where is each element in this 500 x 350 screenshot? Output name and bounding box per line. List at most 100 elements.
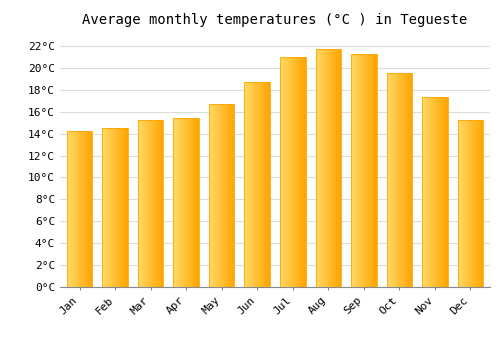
Bar — [474, 120, 475, 287]
Bar — [317, 49, 318, 287]
Bar — [400, 74, 402, 287]
Bar — [406, 74, 407, 287]
Bar — [331, 49, 332, 287]
Bar — [444, 97, 445, 287]
Bar — [246, 82, 247, 287]
Bar — [184, 118, 185, 287]
Bar — [86, 131, 87, 287]
Bar — [460, 120, 461, 287]
Bar — [210, 104, 211, 287]
Bar — [434, 97, 435, 287]
Bar — [289, 57, 290, 287]
Bar — [223, 104, 224, 287]
Bar — [302, 57, 303, 287]
Bar — [290, 57, 291, 287]
Bar — [249, 82, 250, 287]
Bar — [187, 118, 188, 287]
Bar — [336, 49, 338, 287]
Bar — [254, 82, 256, 287]
Bar — [328, 49, 329, 287]
Bar — [291, 57, 292, 287]
Bar — [188, 118, 190, 287]
Bar — [389, 74, 390, 287]
Bar — [435, 97, 436, 287]
Bar — [106, 128, 107, 287]
Bar — [142, 120, 143, 287]
Bar — [404, 74, 405, 287]
Bar — [338, 49, 339, 287]
Bar — [121, 128, 122, 287]
Bar — [82, 131, 84, 287]
Bar — [247, 82, 248, 287]
Bar — [232, 104, 233, 287]
Bar — [212, 104, 214, 287]
Bar — [469, 120, 470, 287]
Bar — [244, 82, 270, 287]
Bar — [392, 74, 393, 287]
Bar — [253, 82, 254, 287]
Bar — [266, 82, 267, 287]
Bar — [480, 120, 482, 287]
Bar — [386, 74, 412, 287]
Bar — [176, 118, 177, 287]
Bar — [326, 49, 327, 287]
Bar — [397, 74, 398, 287]
Bar — [67, 131, 92, 287]
Bar — [461, 120, 462, 287]
Bar — [112, 128, 113, 287]
Bar — [367, 54, 368, 287]
Bar — [139, 120, 140, 287]
Bar — [387, 74, 388, 287]
Bar — [138, 120, 164, 287]
Bar — [370, 54, 371, 287]
Bar — [472, 120, 473, 287]
Bar — [287, 57, 288, 287]
Bar — [466, 120, 468, 287]
Bar — [217, 104, 218, 287]
Bar — [71, 131, 72, 287]
Bar — [409, 74, 410, 287]
Bar — [357, 54, 358, 287]
Bar — [294, 57, 296, 287]
Bar — [259, 82, 260, 287]
Bar — [437, 97, 438, 287]
Bar — [298, 57, 299, 287]
Bar — [262, 82, 263, 287]
Bar — [162, 120, 163, 287]
Bar — [126, 128, 127, 287]
Bar — [464, 120, 466, 287]
Bar — [110, 128, 111, 287]
Bar — [220, 104, 221, 287]
Bar — [197, 118, 198, 287]
Bar — [339, 49, 340, 287]
Bar — [447, 97, 448, 287]
Bar — [192, 118, 193, 287]
Bar — [432, 97, 433, 287]
Bar — [316, 49, 341, 287]
Bar — [442, 97, 443, 287]
Bar — [194, 118, 195, 287]
Bar — [471, 120, 472, 287]
Bar — [75, 131, 76, 287]
Bar — [475, 120, 476, 287]
Bar — [386, 74, 387, 287]
Bar — [476, 120, 477, 287]
Bar — [91, 131, 92, 287]
Bar — [81, 131, 82, 287]
Bar — [67, 131, 68, 287]
Bar — [181, 118, 182, 287]
Bar — [438, 97, 439, 287]
Bar — [195, 118, 196, 287]
Bar — [263, 82, 264, 287]
Bar — [143, 120, 144, 287]
Bar — [182, 118, 183, 287]
Bar — [284, 57, 285, 287]
Bar — [226, 104, 227, 287]
Bar — [264, 82, 265, 287]
Bar — [479, 120, 480, 287]
Bar — [394, 74, 395, 287]
Bar — [446, 97, 447, 287]
Bar — [72, 131, 73, 287]
Bar — [230, 104, 232, 287]
Bar — [77, 131, 78, 287]
